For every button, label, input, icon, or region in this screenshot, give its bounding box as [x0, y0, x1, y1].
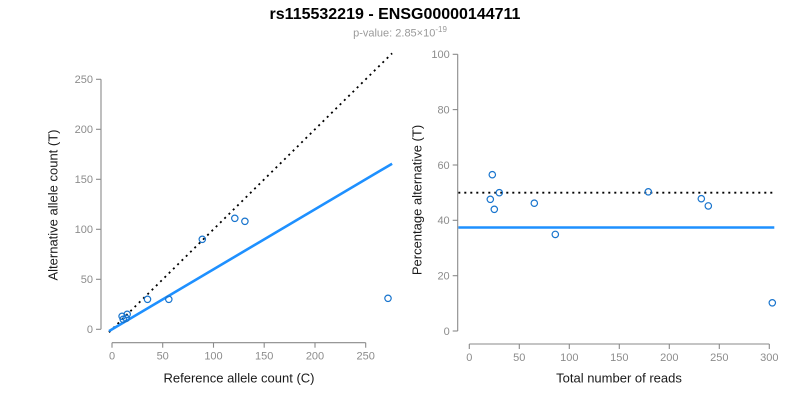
- left-y-axis-title: Alternative allele count (T): [45, 129, 61, 281]
- y-tick-label: 250: [75, 74, 93, 86]
- x-tick-label: 0: [109, 351, 115, 363]
- y-tick-label: 60: [437, 160, 449, 172]
- scatter-point: [488, 170, 497, 179]
- scatter-point: [241, 217, 249, 226]
- y-tick-label: 150: [75, 174, 93, 186]
- x-tick-label: 300: [760, 352, 778, 364]
- y-tick-label: 200: [75, 124, 93, 136]
- scatter-point: [495, 188, 504, 197]
- scatter-point: [768, 298, 777, 307]
- x-tick-label: 150: [255, 351, 273, 363]
- identity-line: [108, 52, 393, 333]
- x-tick-label: 0: [466, 352, 472, 364]
- scatter-point: [122, 314, 131, 323]
- scatter-point: [704, 202, 713, 210]
- right-plot-y-axis: 0 20 40 60 80 100: [431, 49, 459, 338]
- scatter-point: [644, 188, 653, 196]
- x-tick-label: 200: [660, 352, 678, 364]
- fitted-ratio-line: [108, 162, 393, 333]
- pvalue-text: p-value: 2.85×10: [353, 27, 436, 40]
- left-x-axis-title: Reference allele count (C): [163, 370, 315, 386]
- right-x-axis-title: Total number of reads: [556, 370, 682, 386]
- right-plot-panel: 0 20 40 60 80 100 0 50 100 150 200 250 300: [431, 49, 778, 364]
- scatter-point: [384, 294, 392, 303]
- right-y-axis-title: Percentage alternative (T): [409, 124, 425, 276]
- y-tick-label: 50: [81, 274, 93, 286]
- pvalue-subtitle: p-value: 2.85×10-19: [0, 25, 800, 40]
- x-tick-label: 200: [306, 351, 324, 363]
- y-tick-label: 0: [87, 324, 93, 336]
- scatter-point: [486, 195, 495, 204]
- x-tick-label: 250: [710, 352, 728, 364]
- left-plot-panel: 0 50 100 150 200 250 0 50 100 150 200 250: [75, 52, 393, 363]
- x-tick-label: 150: [610, 352, 628, 364]
- scatter-point: [231, 214, 239, 223]
- y-tick-label: 40: [437, 215, 449, 227]
- y-tick-label: 100: [431, 49, 449, 61]
- left-plot-x-axis: 0 50 100 150 200 250: [109, 342, 375, 363]
- scatter-point: [551, 230, 560, 239]
- pvalue-exponent: -19: [435, 25, 447, 34]
- y-tick-label: 80: [437, 104, 449, 116]
- right-plot-x-axis: 0 50 100 150 200 250 300: [466, 343, 778, 364]
- scatter-point: [143, 295, 152, 304]
- y-tick-label: 100: [75, 224, 93, 236]
- x-tick-label: 250: [357, 351, 375, 363]
- page-title: rs115532219 - ENSG00000144711: [269, 6, 521, 23]
- x-tick-label: 100: [204, 351, 222, 363]
- x-tick-label: 100: [560, 352, 578, 364]
- scatter-point: [198, 235, 207, 244]
- y-tick-label: 20: [437, 271, 449, 283]
- scatter-point: [697, 194, 706, 203]
- scatter-point: [530, 199, 539, 208]
- y-tick-label: 0: [444, 326, 450, 338]
- scatter-point: [490, 205, 499, 214]
- scatter-point: [123, 310, 132, 319]
- left-plot-y-axis: 0 50 100 150 200 250: [75, 74, 102, 336]
- scatter-point: [165, 295, 173, 304]
- x-tick-label: 50: [513, 352, 525, 364]
- x-tick-label: 50: [157, 351, 169, 363]
